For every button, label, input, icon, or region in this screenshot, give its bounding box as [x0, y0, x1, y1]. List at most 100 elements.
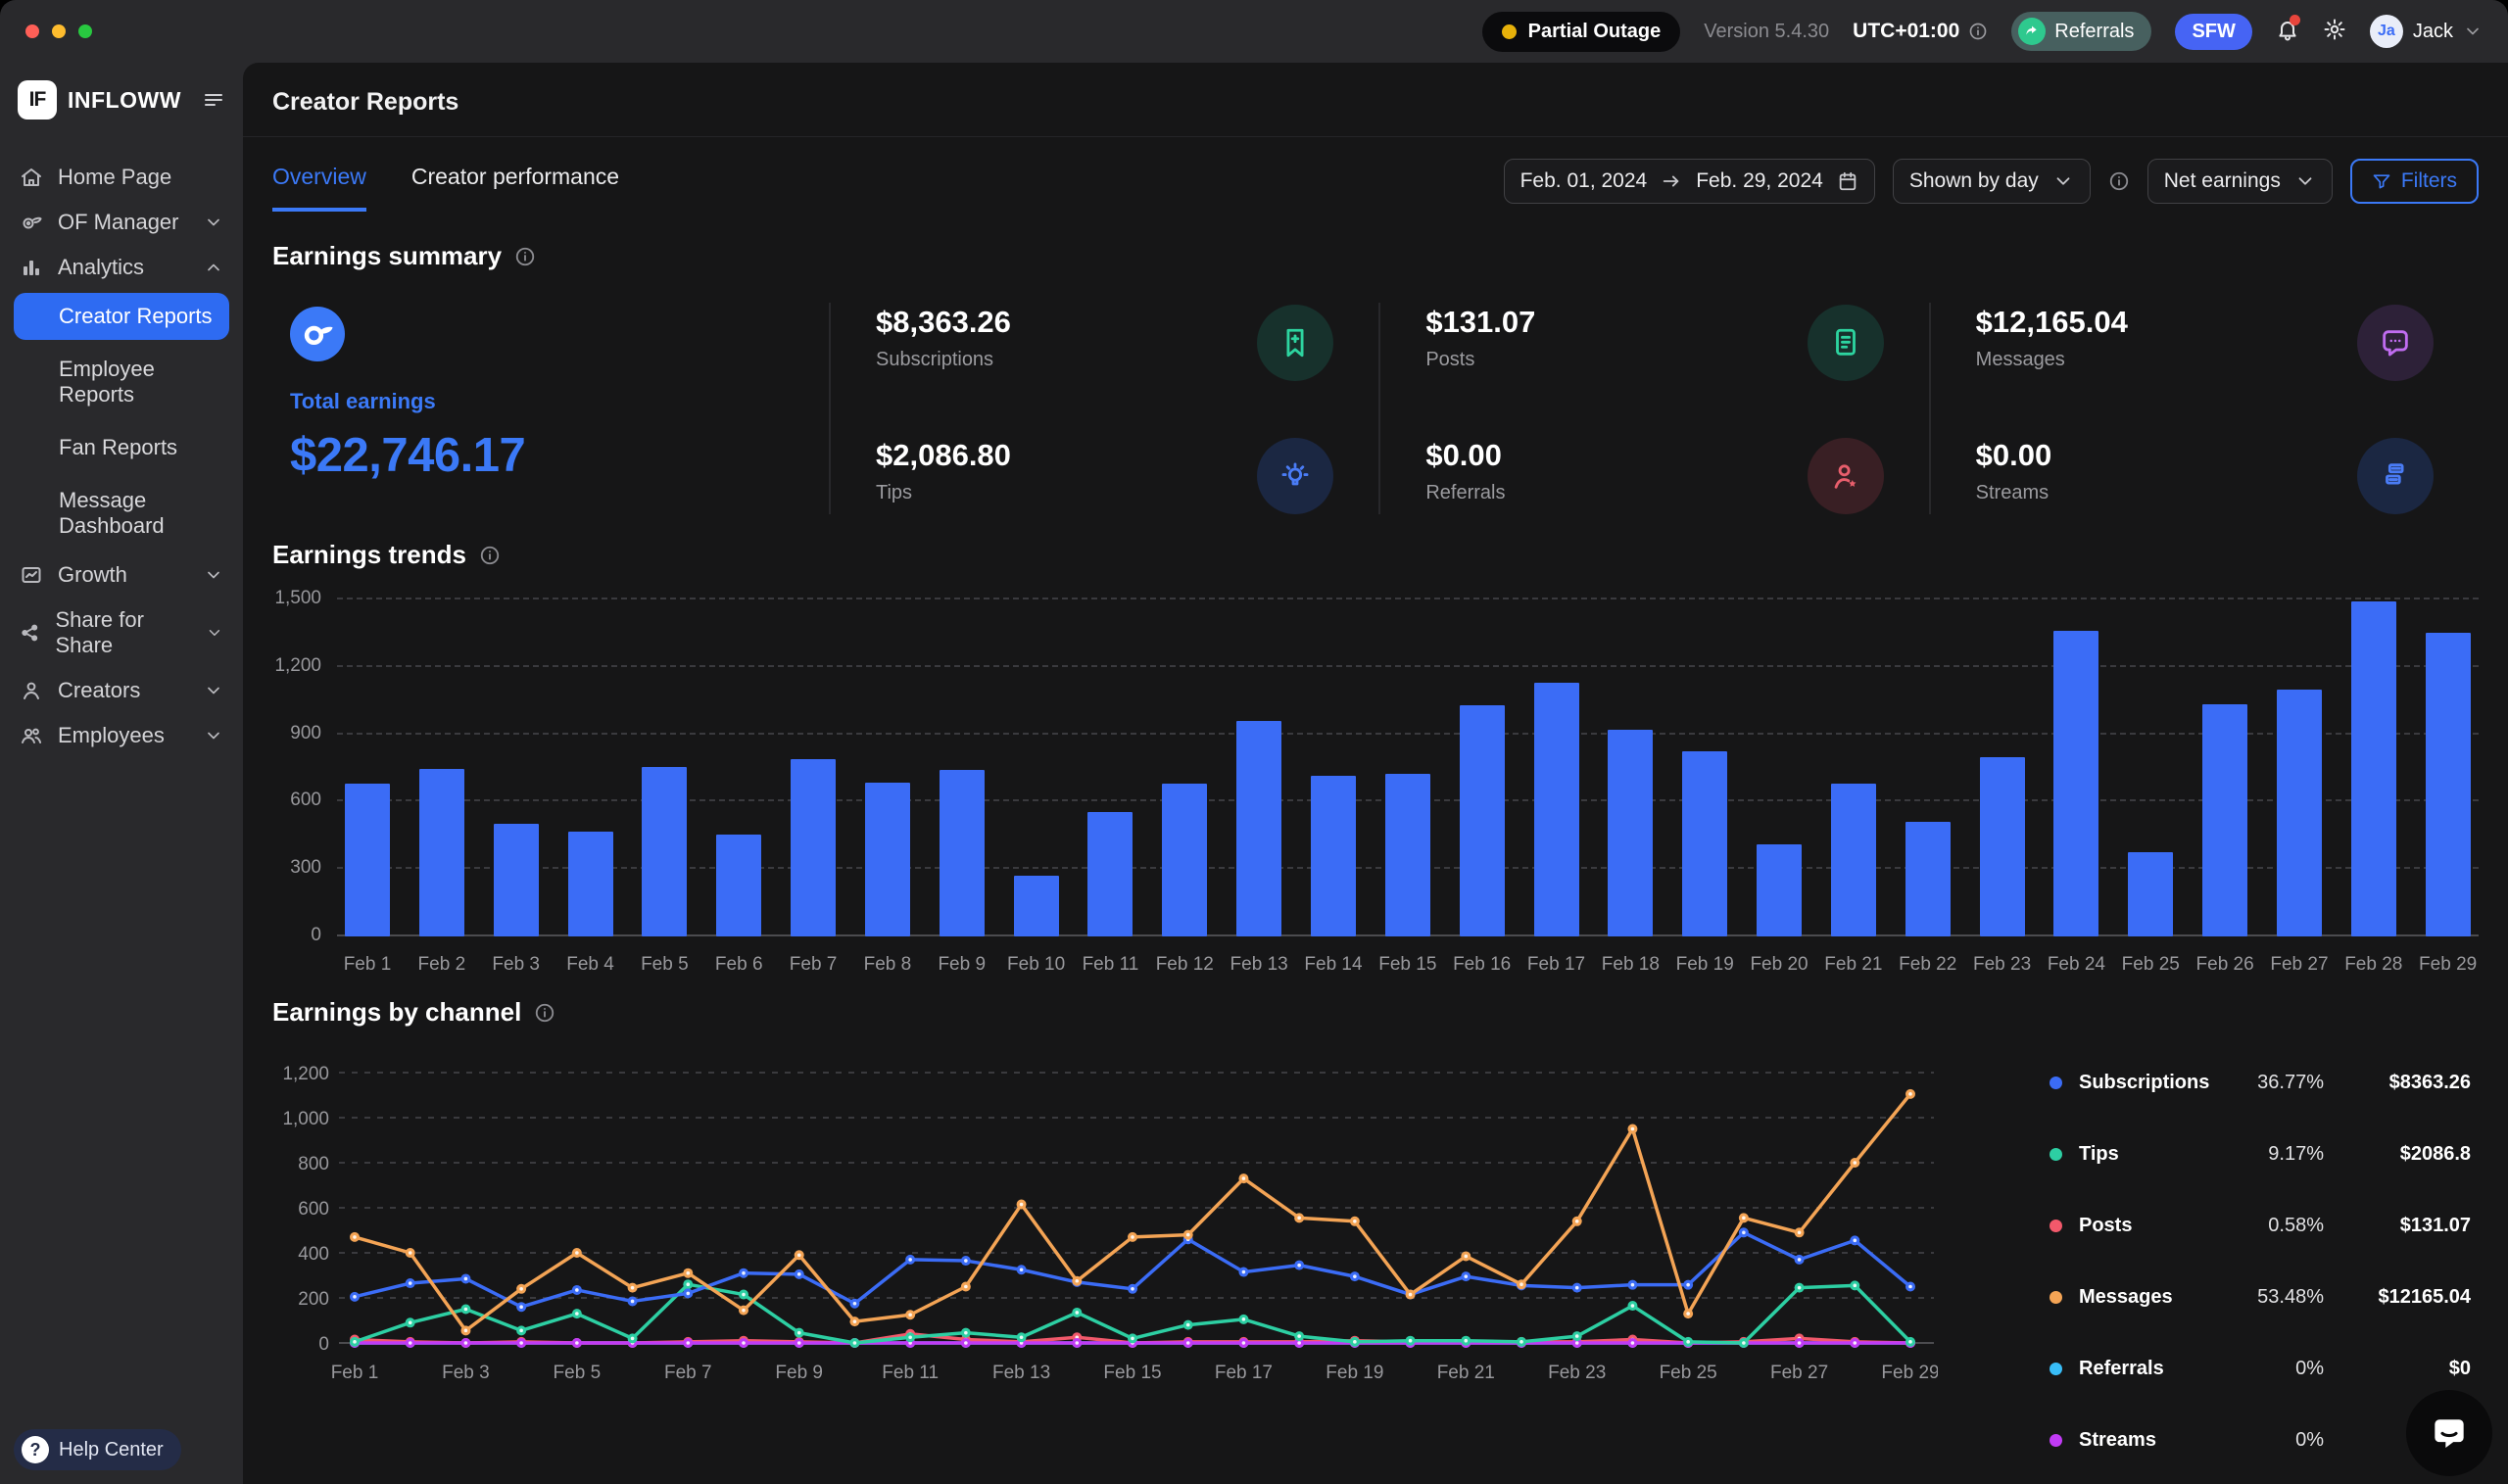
svg-text:200: 200	[298, 1289, 329, 1310]
date-to[interactable]: Feb. 29, 2024	[1696, 169, 1823, 193]
summary-column-3: $12,165.04 Messages $0.00 Streams	[1929, 303, 2479, 514]
legend-item-referrals[interactable]: Referrals0%$0	[2050, 1333, 2471, 1405]
bar	[1162, 784, 1207, 936]
legend-percent: 0.58%	[2216, 1215, 2324, 1237]
chat-widget-button[interactable]	[2406, 1390, 2492, 1476]
bar	[1311, 776, 1356, 936]
trend-bar-feb-5[interactable]: Feb 5	[642, 767, 687, 936]
sidebar-item-employee-reports[interactable]: Employee Reports	[14, 346, 229, 418]
trend-bar-feb-18[interactable]: Feb 18	[1608, 730, 1653, 936]
x-axis-label: Feb 3	[492, 954, 540, 976]
trend-bar-feb-22[interactable]: Feb 22	[1905, 822, 1951, 936]
page-title: Creator Reports	[272, 88, 2479, 117]
trend-bar-feb-10[interactable]: Feb 10	[1014, 876, 1059, 936]
legend-item-posts[interactable]: Posts0.58%$131.07	[2050, 1190, 2471, 1262]
trend-bar-feb-27[interactable]: Feb 27	[2277, 690, 2322, 936]
earnings-by-channel-chart: 02004006008001,0001,200Feb 1Feb 3Feb 5Fe…	[272, 1041, 2479, 1476]
filters-button[interactable]: Filters	[2350, 159, 2479, 204]
sidebar-item-fan-reports[interactable]: Fan Reports	[14, 424, 229, 471]
funnel-icon	[2372, 171, 2391, 191]
legend-amount: $12165.04	[2324, 1286, 2471, 1309]
info-icon[interactable]	[1968, 22, 1988, 41]
minimize-window-button[interactable]	[52, 24, 66, 38]
bar	[2128, 852, 2173, 936]
timezone-label: UTC+01:00	[1853, 20, 1988, 43]
sidebar-item-share-for-share[interactable]: Share for Share	[14, 598, 229, 667]
system-status-badge[interactable]: Partial Outage	[1482, 12, 1681, 52]
sidebar-item-creator-reports[interactable]: Creator Reports	[14, 293, 229, 340]
notifications-button[interactable]	[2276, 18, 2299, 46]
user-menu[interactable]: Ja Jack	[2370, 15, 2483, 48]
x-axis-label: Feb 22	[1899, 954, 1956, 976]
trend-bar-feb-20[interactable]: Feb 20	[1757, 844, 1802, 936]
trend-bar-feb-3[interactable]: Feb 3	[494, 824, 539, 936]
chevron-down-icon	[204, 681, 223, 700]
trend-bar-feb-23[interactable]: Feb 23	[1980, 757, 2025, 936]
trend-bar-feb-28[interactable]: Feb 28	[2351, 601, 2396, 936]
trend-bar-feb-6[interactable]: Feb 6	[716, 835, 761, 936]
legend-dot-icon	[2050, 1077, 2062, 1089]
trend-bar-feb-14[interactable]: Feb 14	[1311, 776, 1356, 936]
trend-bar-feb-7[interactable]: Feb 7	[791, 759, 836, 936]
series-subscriptions	[355, 1232, 1910, 1307]
tab-overview[interactable]: Overview	[272, 164, 366, 212]
summary-column-2: $131.07 Posts $0.00 Referrals	[1378, 303, 1928, 514]
earnings-by-channel-header: Earnings by channel	[272, 997, 2479, 1028]
legend-item-subscriptions[interactable]: Subscriptions36.77%$8363.26	[2050, 1047, 2471, 1119]
trend-bar-feb-11[interactable]: Feb 11	[1087, 812, 1133, 936]
sidebar-item-home-page[interactable]: Home Page	[14, 156, 229, 199]
close-window-button[interactable]	[25, 24, 39, 38]
trend-bar-feb-4[interactable]: Feb 4	[568, 832, 613, 936]
trend-bar-feb-29[interactable]: Feb 29	[2426, 633, 2471, 936]
trend-bar-feb-1[interactable]: Feb 1	[345, 784, 390, 936]
trend-bar-feb-8[interactable]: Feb 8	[865, 783, 910, 936]
trend-bar-feb-13[interactable]: Feb 13	[1236, 721, 1281, 936]
metric-select[interactable]: Net earnings	[2147, 159, 2333, 204]
info-icon[interactable]	[514, 246, 536, 267]
trend-bar-feb-21[interactable]: Feb 21	[1831, 784, 1876, 936]
svg-text:Feb 9: Feb 9	[775, 1363, 823, 1383]
sidebar-item-growth[interactable]: Growth	[14, 553, 229, 597]
info-icon[interactable]	[2108, 170, 2130, 192]
x-axis-label: Feb 5	[641, 954, 689, 976]
bar	[2351, 601, 2396, 936]
referrals-badge[interactable]: Referrals	[2011, 12, 2151, 51]
x-axis-label: Feb 14	[1304, 954, 1362, 976]
sidebar-item-message-dashboard[interactable]: Message Dashboard	[14, 477, 229, 550]
group-by-select[interactable]: Shown by day	[1893, 159, 2091, 204]
sidebar-item-analytics[interactable]: Analytics	[14, 246, 229, 289]
info-icon[interactable]	[534, 1002, 555, 1024]
sfw-badge[interactable]: SFW	[2175, 14, 2251, 50]
trend-bar-feb-15[interactable]: Feb 15	[1385, 774, 1430, 936]
sidebar-item-employees[interactable]: Employees	[14, 714, 229, 757]
trend-bar-feb-17[interactable]: Feb 17	[1534, 683, 1579, 936]
legend-item-messages[interactable]: Messages53.48%$12165.04	[2050, 1262, 2471, 1333]
zoom-window-button[interactable]	[78, 24, 92, 38]
x-axis-label: Feb 9	[938, 954, 986, 976]
trend-bar-feb-19[interactable]: Feb 19	[1682, 751, 1727, 936]
sidebar-item-of-manager[interactable]: OF Manager	[14, 201, 229, 244]
collapse-sidebar-icon[interactable]	[202, 88, 225, 112]
trend-bar-feb-12[interactable]: Feb 12	[1162, 784, 1207, 936]
date-range-picker[interactable]: Feb. 01, 2024 Feb. 29, 2024	[1504, 159, 1875, 204]
bar	[642, 767, 687, 936]
svg-text:Feb 13: Feb 13	[992, 1363, 1050, 1383]
help-center-button[interactable]: ? Help Center	[14, 1429, 181, 1470]
trend-bar-feb-16[interactable]: Feb 16	[1460, 705, 1505, 936]
tab-creator-performance[interactable]: Creator performance	[411, 164, 619, 212]
info-icon[interactable]	[479, 545, 501, 566]
trend-bar-feb-2[interactable]: Feb 2	[419, 769, 464, 936]
trend-bar-feb-25[interactable]: Feb 25	[2128, 852, 2173, 936]
trend-bar-feb-26[interactable]: Feb 26	[2202, 704, 2247, 936]
svg-text:Feb 23: Feb 23	[1548, 1363, 1606, 1383]
total-earnings-label: Total earnings	[290, 389, 821, 414]
legend-item-tips[interactable]: Tips9.17%$2086.8	[2050, 1119, 2471, 1190]
bar	[1682, 751, 1727, 936]
bar	[1608, 730, 1653, 936]
settings-button[interactable]	[2323, 18, 2346, 46]
posts-label: Posts	[1425, 349, 1535, 371]
sidebar-item-creators[interactable]: Creators	[14, 669, 229, 712]
trend-bar-feb-9[interactable]: Feb 9	[940, 770, 985, 936]
trend-bar-feb-24[interactable]: Feb 24	[2053, 631, 2098, 936]
date-from[interactable]: Feb. 01, 2024	[1520, 169, 1648, 193]
